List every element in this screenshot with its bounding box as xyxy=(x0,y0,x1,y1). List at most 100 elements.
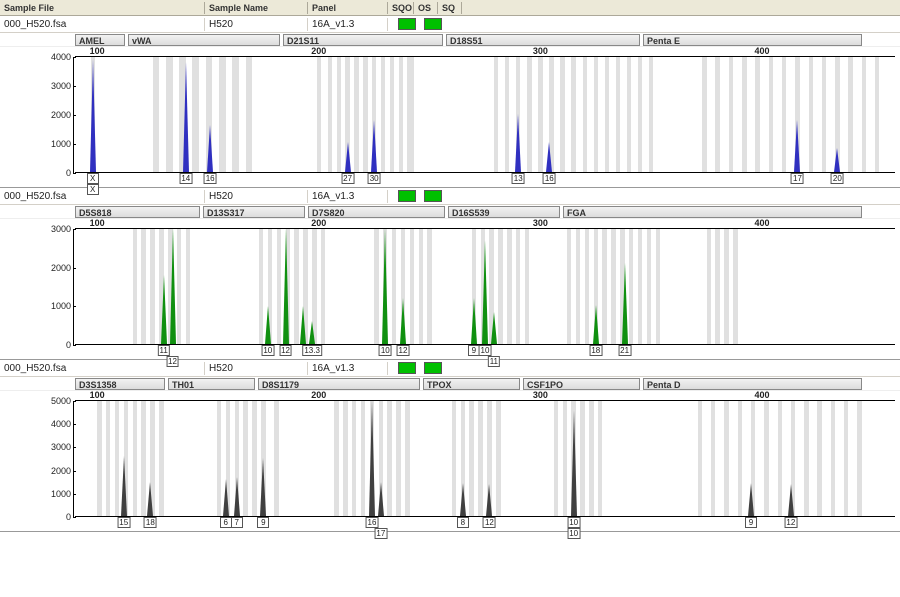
allele-call[interactable]: 12 xyxy=(784,517,797,528)
locus-label[interactable]: D16S539 xyxy=(448,206,560,218)
allele-call[interactable]: 10 xyxy=(479,345,492,356)
col-sample-file[interactable]: Sample File xyxy=(0,2,205,14)
peak[interactable] xyxy=(546,142,552,172)
allele-call[interactable]: 17 xyxy=(374,528,387,539)
allele-call[interactable]: 27 xyxy=(341,173,354,184)
peak[interactable] xyxy=(794,120,800,172)
peak[interactable] xyxy=(378,482,384,516)
allele-call[interactable]: 10 xyxy=(567,528,580,539)
allele-bin xyxy=(733,229,737,344)
peak[interactable] xyxy=(260,458,266,516)
allele-call[interactable]: 20 xyxy=(831,173,844,184)
peak[interactable] xyxy=(491,312,497,344)
col-sq[interactable]: SQ xyxy=(438,2,462,14)
peak[interactable] xyxy=(147,482,153,516)
peak[interactable] xyxy=(382,229,388,344)
locus-label[interactable]: D18S51 xyxy=(446,34,640,46)
locus-label[interactable]: D7S820 xyxy=(308,206,445,218)
peak[interactable] xyxy=(482,240,488,344)
peak[interactable] xyxy=(170,229,176,344)
allele-call[interactable]: 12 xyxy=(483,517,496,528)
locus-label[interactable]: Penta E xyxy=(643,34,862,46)
peak[interactable] xyxy=(400,298,406,344)
locus-label[interactable]: AMEL xyxy=(75,34,125,46)
allele-call[interactable]: 18 xyxy=(589,345,602,356)
col-sample-name[interactable]: Sample Name xyxy=(205,2,308,14)
peak[interactable] xyxy=(369,401,375,516)
peak[interactable] xyxy=(486,484,492,516)
peak[interactable] xyxy=(283,229,289,344)
peak[interactable] xyxy=(471,298,477,344)
peak[interactable] xyxy=(207,125,213,172)
y-tick-label: 4000 xyxy=(51,419,71,429)
allele-call[interactable]: 15 xyxy=(117,517,130,528)
peak[interactable] xyxy=(593,305,599,344)
allele-call[interactable]: 9 xyxy=(745,517,757,528)
peak[interactable] xyxy=(834,148,840,172)
peak[interactable] xyxy=(371,120,377,172)
peak[interactable] xyxy=(90,59,96,172)
allele-call[interactable]: 7 xyxy=(231,517,243,528)
peak[interactable] xyxy=(748,483,754,516)
peak[interactable] xyxy=(460,483,466,516)
status-indicator xyxy=(398,362,416,374)
col-os[interactable]: OS xyxy=(414,2,438,14)
peak[interactable] xyxy=(223,479,229,516)
allele-call[interactable]: 30 xyxy=(368,173,381,184)
peak[interactable] xyxy=(571,410,577,516)
locus-label[interactable]: D3S1358 xyxy=(75,378,165,390)
peak[interactable] xyxy=(622,263,628,344)
allele-call[interactable]: 11 xyxy=(488,356,500,367)
allele-call[interactable]: 13 xyxy=(512,173,525,184)
allele-call[interactable]: 12 xyxy=(279,345,292,356)
peak[interactable] xyxy=(265,306,271,344)
allele-call[interactable]: 13.3 xyxy=(302,345,322,356)
locus-label[interactable]: vWA xyxy=(128,34,280,46)
locus-label[interactable]: D8S1179 xyxy=(258,378,420,390)
allele-bin xyxy=(848,57,852,172)
allele-call[interactable]: 11 xyxy=(157,345,169,356)
peak[interactable] xyxy=(161,275,167,344)
col-sqo[interactable]: SQO xyxy=(388,2,414,14)
allele-call[interactable]: 17 xyxy=(791,173,804,184)
locus-label[interactable]: FGA xyxy=(563,206,862,218)
allele-call[interactable]: 9 xyxy=(257,517,269,528)
peak[interactable] xyxy=(515,114,521,172)
peak[interactable] xyxy=(309,321,315,344)
peak[interactable] xyxy=(121,456,127,516)
peak[interactable] xyxy=(234,477,240,516)
peak[interactable] xyxy=(300,306,306,344)
allele-call[interactable]: 16 xyxy=(543,173,556,184)
allele-call[interactable]: 10 xyxy=(379,345,392,356)
allele-call[interactable]: 18 xyxy=(144,517,157,528)
allele-call[interactable]: 12 xyxy=(397,345,410,356)
locus-label[interactable]: D21S11 xyxy=(283,34,443,46)
locus-label[interactable]: TPOX xyxy=(423,378,520,390)
peak[interactable] xyxy=(788,484,794,516)
allele-call[interactable]: 16 xyxy=(366,517,379,528)
allele-call[interactable]: 16 xyxy=(204,173,217,184)
allele-call[interactable]: 10 xyxy=(261,345,274,356)
allele-call[interactable]: 21 xyxy=(618,345,631,356)
locus-label[interactable]: Penta D xyxy=(643,378,862,390)
peak[interactable] xyxy=(183,62,189,172)
allele-call[interactable]: 14 xyxy=(179,173,192,184)
allele-call[interactable]: 8 xyxy=(457,517,469,528)
locus-label[interactable]: D13S317 xyxy=(203,206,305,218)
allele-call[interactable]: 10 xyxy=(567,517,580,528)
allele-bin xyxy=(817,401,821,516)
allele-call[interactable]: X xyxy=(87,173,99,184)
allele-bin xyxy=(804,401,808,516)
allele-bin xyxy=(571,57,575,172)
allele-call[interactable]: 12 xyxy=(166,356,179,367)
locus-label[interactable]: D5S818 xyxy=(75,206,200,218)
col-panel[interactable]: Panel xyxy=(308,2,388,14)
electropherogram-chart[interactable]: 0100020003000400050001002003004001518679… xyxy=(0,391,900,531)
locus-label[interactable]: CSF1PO xyxy=(523,378,640,390)
allele-call[interactable]: X xyxy=(87,184,99,195)
electropherogram-chart[interactable]: 01000200030004000100200300400XX141627301… xyxy=(0,47,900,187)
locus-label[interactable]: TH01 xyxy=(168,378,255,390)
electropherogram-chart[interactable]: 01000200030001002003004001112101213.3101… xyxy=(0,219,900,359)
peak[interactable] xyxy=(345,142,351,172)
y-tick-label: 5000 xyxy=(51,396,71,406)
